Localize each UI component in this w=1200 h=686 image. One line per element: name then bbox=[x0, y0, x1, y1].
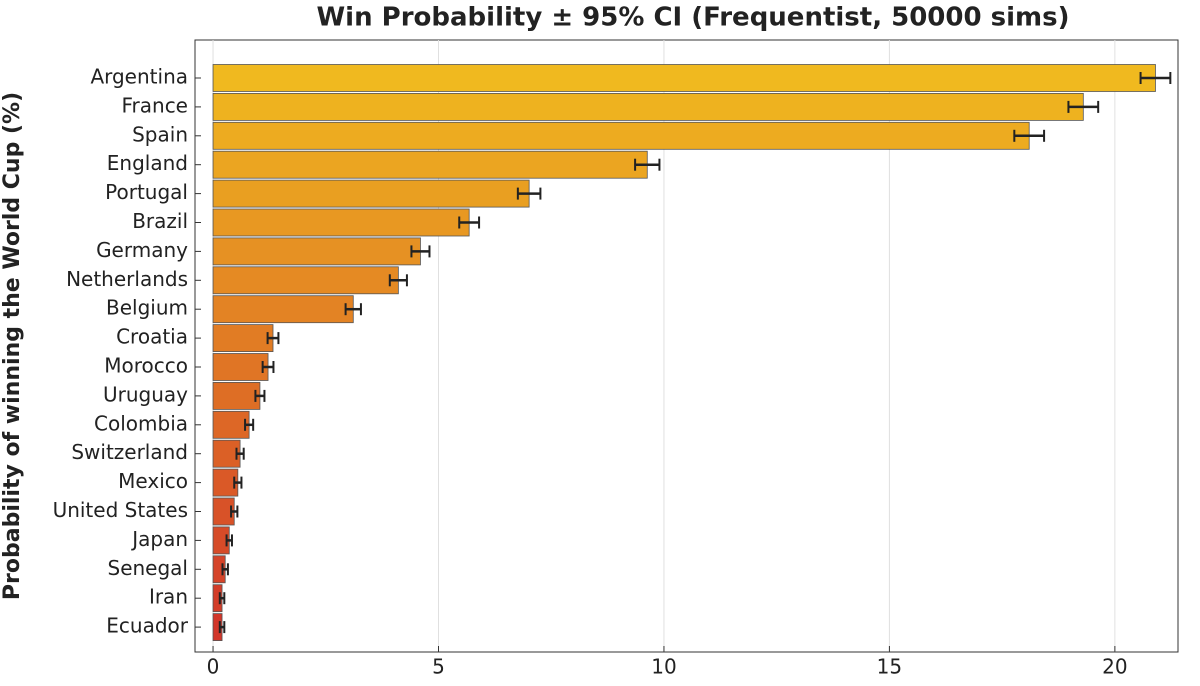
y-tick-label: Mexico bbox=[118, 469, 188, 493]
y-tick-label: Brazil bbox=[132, 209, 188, 233]
y-tick-label: Spain bbox=[132, 122, 188, 146]
y-axis-label: Probability of winning the World Cup (%) bbox=[0, 92, 25, 600]
y-tick-label: Morocco bbox=[104, 354, 188, 378]
y-tick-label: Portugal bbox=[105, 180, 188, 204]
chart-title: Win Probability ± 95% CI (Frequentist, 5… bbox=[317, 3, 1070, 33]
x-tick-label: 20 bbox=[1102, 655, 1127, 679]
bar bbox=[212, 121, 1030, 150]
y-tick-label: Iran bbox=[149, 585, 188, 609]
bar bbox=[212, 93, 1084, 121]
x-tick-label: 0 bbox=[207, 655, 220, 679]
y-tick-label: Switzerland bbox=[71, 440, 188, 464]
bar bbox=[212, 150, 648, 179]
bar bbox=[212, 64, 1156, 92]
y-tick-label: Uruguay bbox=[103, 382, 188, 406]
y-tick-label: Senegal bbox=[108, 556, 189, 580]
y-tick-label: Ecuador bbox=[106, 614, 188, 638]
x-tick-label: 5 bbox=[432, 655, 445, 679]
bar bbox=[212, 324, 274, 353]
y-tick-label: Belgium bbox=[106, 296, 188, 320]
bar bbox=[212, 179, 530, 208]
y-tick-label: Croatia bbox=[116, 325, 188, 349]
y-tick-label: Argentina bbox=[90, 65, 188, 89]
y-tick-label: Germany bbox=[96, 238, 188, 262]
plot-frame bbox=[194, 39, 1179, 653]
bar bbox=[212, 381, 261, 410]
x-tick-label: 15 bbox=[877, 655, 902, 679]
bar bbox=[212, 237, 421, 266]
bar bbox=[212, 295, 354, 324]
bar bbox=[212, 410, 250, 439]
y-tick-label: Netherlands bbox=[66, 267, 188, 291]
bar bbox=[212, 208, 470, 237]
y-tick-label: Colombia bbox=[94, 411, 188, 435]
y-tick-label: United States bbox=[53, 498, 188, 522]
x-tick-label: 10 bbox=[651, 655, 676, 679]
bar bbox=[212, 353, 269, 381]
y-tick-label: England bbox=[107, 151, 188, 175]
y-tick-label: Japan bbox=[130, 527, 188, 551]
y-tick-label: France bbox=[121, 93, 188, 117]
bar bbox=[212, 266, 399, 295]
